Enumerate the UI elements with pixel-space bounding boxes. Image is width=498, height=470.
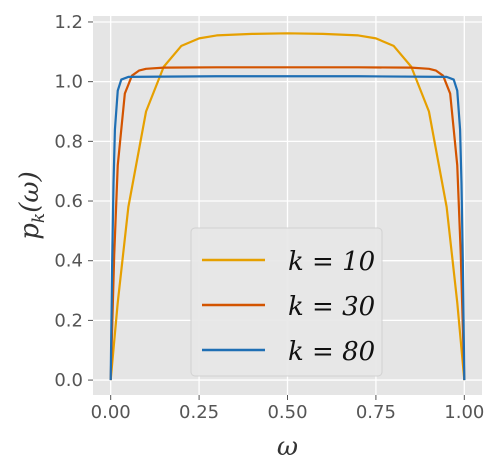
series-lines: [109, 32, 466, 381]
y-tick-label: 0.8: [54, 131, 83, 152]
x-tick-label: 0.50: [267, 402, 307, 423]
series-line-2: [109, 75, 466, 381]
legend-label-1: k = 30: [288, 292, 375, 322]
legend-label-2: k = 80: [288, 337, 375, 367]
y-tick-labels: 0.0 0.2 0.4 0.6 0.8 1.0 1.2: [54, 12, 83, 391]
y-tick-label: 0.4: [54, 251, 83, 272]
x-axis-label: ω: [277, 432, 298, 462]
y-tick-label: 1.2: [54, 12, 83, 33]
series-line-0: [109, 32, 466, 381]
y-tick-label: 0.0: [54, 370, 83, 391]
y-axis-label: pk(ω): [15, 171, 49, 239]
x-tick-label: 0.75: [356, 402, 396, 423]
y-axis-label-p: p: [15, 223, 45, 240]
y-axis-label-arg: (ω): [15, 171, 45, 213]
x-tick-label: 1.00: [444, 402, 484, 423]
y-tick-label: 0.2: [54, 310, 83, 331]
legend: k = 10 k = 30 k = 80: [190, 227, 383, 377]
y-tick-label: 0.6: [54, 191, 83, 212]
legend-label-0: k = 10: [288, 247, 375, 277]
y-tick-label: 1.0: [54, 72, 83, 93]
y-axis-label-subscript: k: [29, 213, 49, 223]
x-tick-labels: 0.00 0.25 0.50 0.75 1.00: [91, 402, 485, 423]
series-line-1: [109, 66, 466, 381]
legend-box: [190, 227, 383, 377]
x-tick-label: 0.00: [91, 402, 131, 423]
x-tick-label: 0.25: [179, 402, 219, 423]
